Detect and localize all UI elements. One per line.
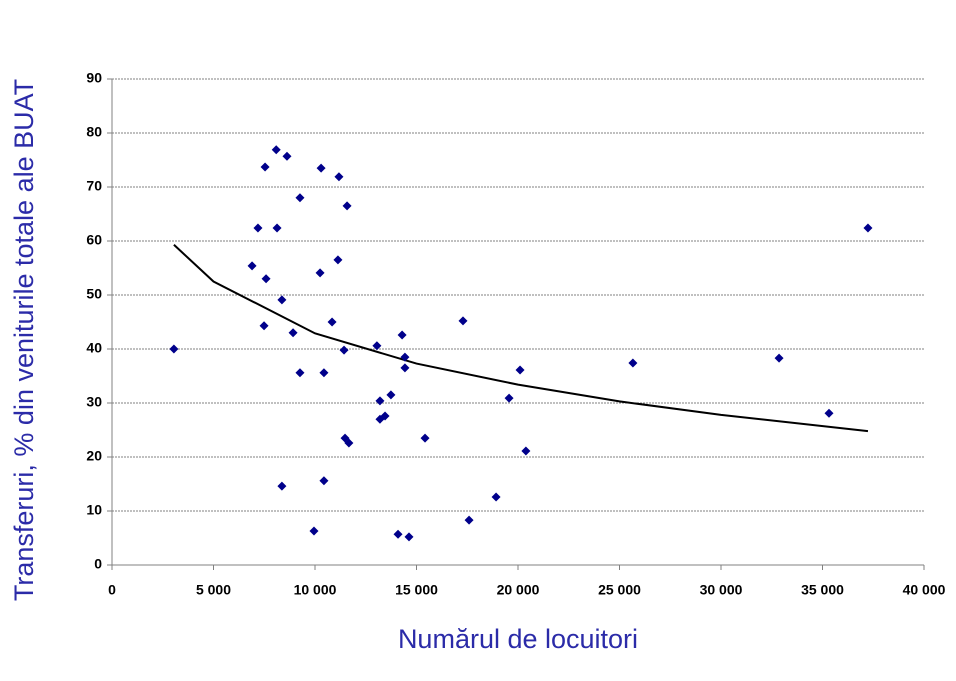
point	[628, 358, 638, 368]
y-tick-label: 80	[86, 124, 102, 140]
point	[400, 352, 410, 362]
point	[404, 532, 414, 542]
point	[316, 163, 326, 173]
trendline	[173, 244, 869, 433]
y-tick-label: 30	[86, 394, 102, 410]
point	[372, 341, 382, 351]
point	[521, 446, 531, 456]
y-tick-label: 10	[86, 502, 102, 518]
point	[327, 317, 337, 327]
point	[309, 526, 319, 536]
point	[277, 481, 287, 491]
x-tick-label: 15 000	[395, 582, 438, 598]
point	[400, 363, 410, 373]
point	[333, 255, 343, 265]
point	[319, 368, 329, 378]
point	[339, 345, 349, 355]
y-axis-title: Transferuri, % din veniturile totale ale…	[9, 79, 39, 601]
point	[247, 261, 257, 271]
point	[260, 162, 270, 172]
x-tick-label: 40 000	[903, 582, 946, 598]
point	[824, 408, 834, 418]
point	[504, 393, 514, 403]
point	[271, 145, 281, 155]
x-tick-label: 30 000	[700, 582, 743, 598]
point	[397, 330, 407, 340]
x-tick-label: 5 000	[196, 582, 231, 598]
point	[386, 390, 396, 400]
point	[393, 529, 403, 539]
point	[334, 172, 344, 182]
y-tick-label: 0	[94, 556, 102, 572]
point	[277, 295, 287, 305]
point	[259, 321, 269, 331]
point	[342, 201, 352, 211]
point	[491, 492, 501, 502]
point	[458, 316, 468, 326]
point	[288, 328, 298, 338]
point	[344, 438, 354, 448]
point	[464, 515, 474, 525]
point	[380, 411, 390, 421]
point	[272, 223, 282, 233]
x-tick-label: 0	[108, 582, 116, 598]
point	[261, 274, 271, 284]
point	[515, 365, 525, 375]
x-tick-label: 25 000	[598, 582, 641, 598]
point	[315, 268, 325, 278]
point	[295, 368, 305, 378]
y-tick-label: 40	[86, 340, 102, 356]
point	[774, 353, 784, 363]
x-tick-label: 20 000	[497, 582, 540, 598]
point	[169, 344, 179, 354]
x-tick-label: 10 000	[294, 582, 337, 598]
y-tick-label: 70	[86, 178, 102, 194]
x-tick-label: 35 000	[801, 582, 844, 598]
point	[295, 193, 305, 203]
y-tick-label: 60	[86, 232, 102, 248]
point	[253, 223, 263, 233]
y-tick-label: 50	[86, 286, 102, 302]
point	[282, 151, 292, 161]
y-tick-label: 20	[86, 448, 102, 464]
point	[420, 433, 430, 443]
x-axis-title: Numărul de locuitori	[398, 624, 638, 654]
point	[375, 396, 385, 406]
y-tick-label: 90	[86, 70, 102, 86]
point	[319, 476, 329, 486]
point	[863, 223, 873, 233]
